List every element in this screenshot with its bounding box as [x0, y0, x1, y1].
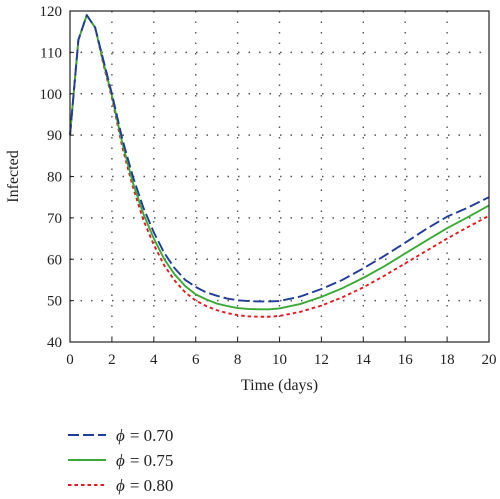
x-tick-label: 0 [66, 352, 74, 368]
y-tick-label: 90 [47, 128, 62, 144]
legend-label: ϕ = 0.80 [116, 476, 173, 495]
x-tick-label: 10 [272, 352, 287, 368]
legend-label: ϕ = 0.75 [116, 451, 173, 470]
y-tick-label: 110 [40, 45, 62, 61]
y-tick-label: 100 [40, 87, 63, 103]
series-line [69, 14, 490, 311]
legend-label: ϕ = 0.70 [116, 426, 173, 445]
x-tick-label: 2 [108, 352, 116, 368]
legend: ϕ = 0.70 ϕ = 0.75 ϕ = 0.80 [68, 426, 173, 495]
series-line [69, 14, 490, 318]
y-tick-label: 50 [47, 294, 62, 310]
y-axis-label: Infected [5, 150, 22, 202]
x-tick-label: 14 [356, 352, 372, 368]
x-tick-label: 20 [482, 352, 497, 368]
y-tick-label: 80 [47, 170, 62, 186]
y-tick-label: 70 [47, 211, 62, 227]
y-axis-ticks: 40 50 60 70 80 90 100 110 120 [40, 4, 74, 351]
x-axis-label: Time (days) [241, 377, 318, 394]
y-tick-label: 60 [47, 252, 62, 268]
x-tick-label: 12 [314, 352, 329, 368]
x-tick-label: 16 [398, 352, 414, 368]
y-tick-label: 40 [47, 335, 62, 351]
y-tick-label: 120 [40, 4, 63, 20]
series-line [69, 14, 490, 303]
x-tick-label: 6 [192, 352, 200, 368]
series-lines [69, 14, 490, 318]
x-tick-label: 4 [150, 352, 158, 368]
x-axis-ticks: 0 2 4 6 8 10 12 14 16 18 20 [66, 338, 497, 368]
x-tick-label: 18 [440, 352, 455, 368]
x-tick-label: 8 [234, 352, 242, 368]
